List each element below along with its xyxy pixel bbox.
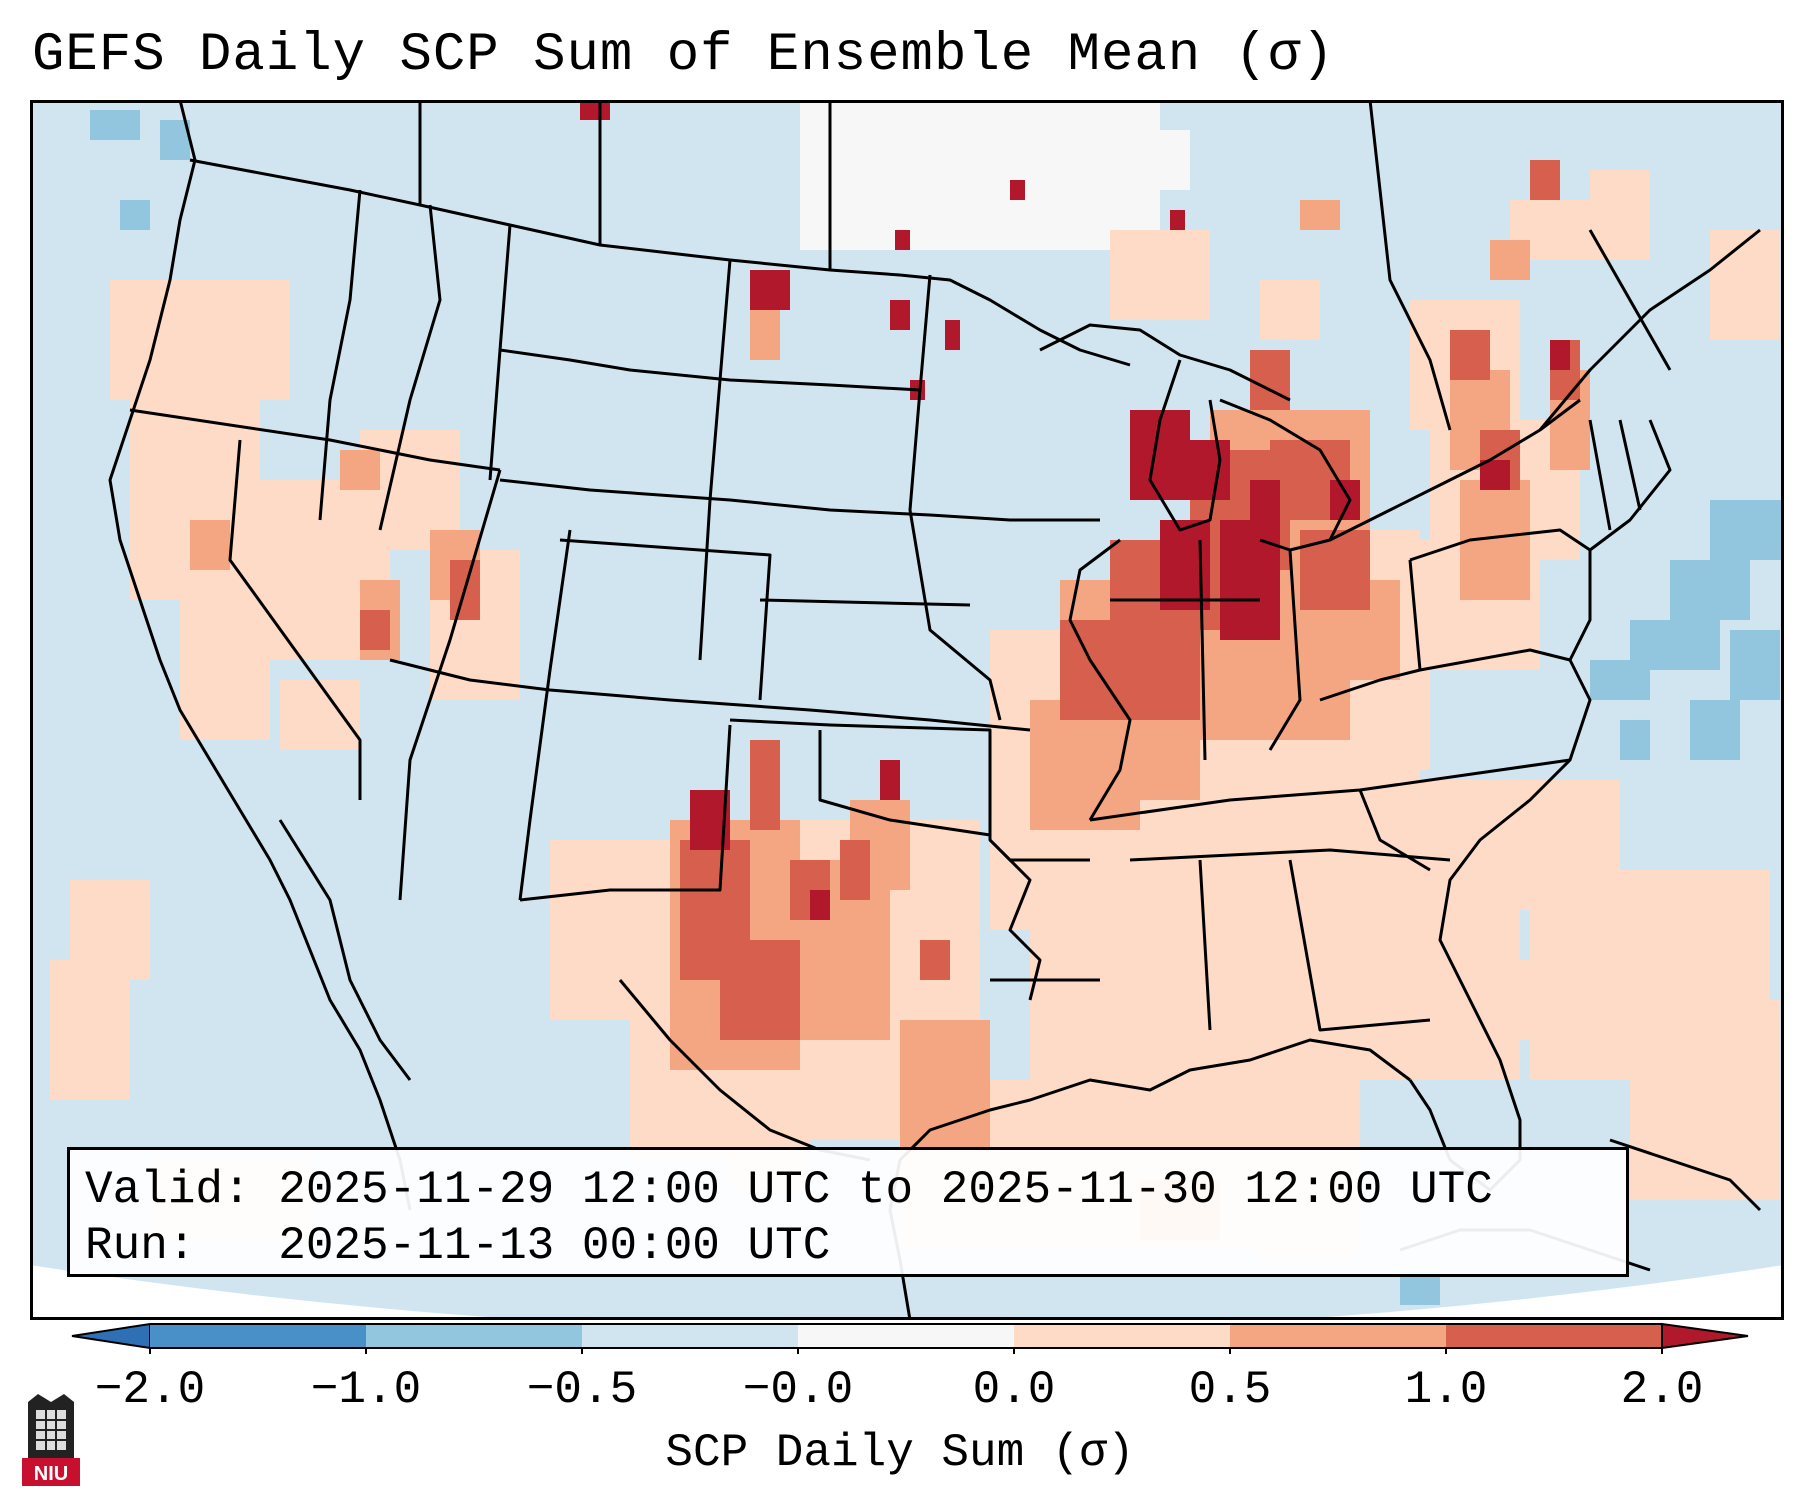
run-time-text: Run: 2025-11-13 00:00 UTC [85,1220,831,1272]
state-border [518,529,572,901]
colorbar-segment [1230,1324,1446,1348]
colorbar-tick-label: 1.0 [1404,1364,1488,1416]
map-frame [30,100,1784,1320]
below-normal-blobs [90,110,1784,1305]
logo-text: NIU [34,1463,68,1485]
state-border [1409,528,1591,562]
province-border [1588,229,1672,371]
map-title: GEFS Daily SCP Sum of Ensemble Mean (σ) [32,25,1335,86]
colorbar-segment [582,1324,798,1348]
lake-erie-ontario [1329,398,1581,542]
valid-run-infobox: Valid: 2025-11-29 12:00 UTC to 2025-11-3… [67,1147,1629,1277]
state-border [559,538,772,701]
state-border [759,598,971,607]
colorbar-tick-label: −0.0 [742,1364,854,1416]
state-border [129,408,501,472]
state-border [988,838,1042,1001]
anomaly-fields [50,100,1784,1305]
lake-michigan [1148,359,1222,532]
state-border [1198,859,1212,1031]
state-border [398,469,502,901]
state-border [519,724,732,902]
near-zero-patch [810,120,870,160]
st-lawrence [1538,228,1761,431]
borders [108,100,1762,1320]
state-border [378,204,442,531]
state-border [499,478,1100,522]
lake-superior [1039,323,1291,402]
near-zero-patch [1160,130,1190,190]
state-border [1588,419,1612,531]
state-border [1288,859,1431,1032]
state-border [908,274,1002,721]
pacific-coastline [108,100,412,1211]
caribbean-islands [1609,1138,1762,1212]
colorbar-segment [366,1324,582,1348]
colorbar-label: SCP Daily Sum (σ) [665,1427,1135,1479]
valid-time-text: Valid: 2025-11-29 12:00 UTC to 2025-11-3… [85,1164,1493,1216]
colorbar-segment [798,1324,1014,1348]
state-border [1268,549,1302,751]
colorbar-outline [150,1323,1662,1349]
colorbar-tick-label: 2.0 [1620,1364,1704,1416]
state-border [389,658,1031,732]
colorbar-tick-label: 0.5 [1188,1364,1272,1416]
state-border [499,348,921,392]
state-border [698,259,732,661]
colorbar-segment [150,1324,366,1348]
colorbar-tick-label: −0.5 [526,1364,638,1416]
state-border [1358,789,1431,872]
state-border [1319,668,1421,702]
province-border [1368,100,1452,431]
state-border [1198,539,1207,761]
projection-edge [30,1265,1784,1320]
colorbar-extension-high [1661,1322,1749,1350]
state-border [318,189,362,521]
conus-map [30,100,1784,1320]
state-border [1068,538,1132,821]
niu-logo: NIU [22,1394,80,1486]
state-border [818,730,991,837]
colorbar-extension-low [71,1322,151,1350]
colorbar-tick-label: −1.0 [310,1364,422,1416]
state-border [729,718,1090,862]
logo-window-grid [36,1410,66,1450]
logo-badge [22,1458,80,1486]
colorbar [71,1322,1749,1354]
state-border [1408,559,1571,672]
state-border [1618,419,1642,511]
baja-coastline [278,819,412,1081]
colorbar-tick-label: −2.0 [94,1364,206,1416]
colorbar-segment [1014,1324,1230,1348]
colorbar-segment [1446,1324,1662,1348]
state-border [228,439,362,800]
colorbar-tick-label: 0.0 [972,1364,1056,1416]
